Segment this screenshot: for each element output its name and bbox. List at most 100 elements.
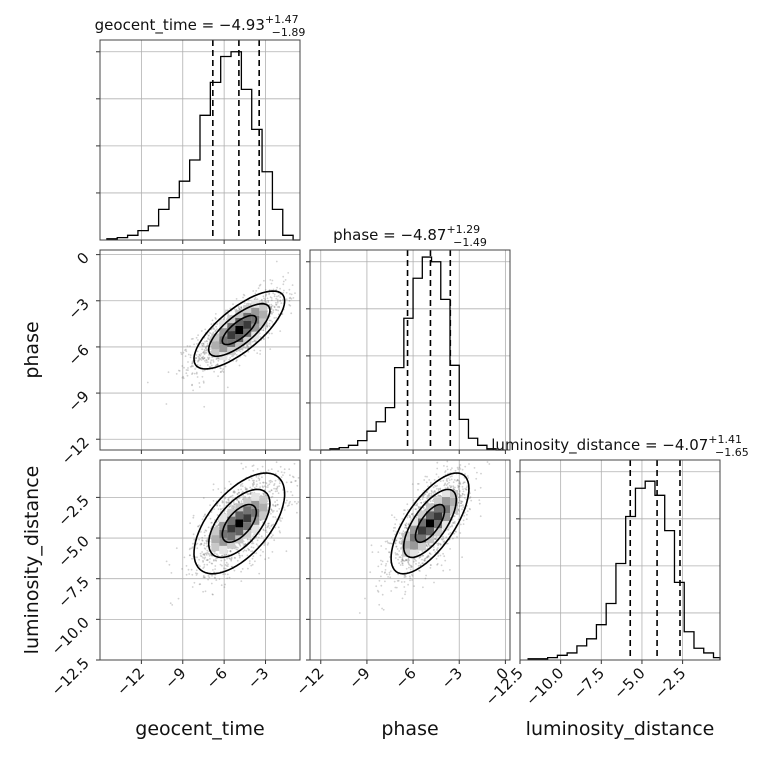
scatter-point — [228, 557, 231, 560]
scatter-point — [244, 488, 247, 490]
scatter-point — [212, 327, 215, 330]
x-tick-label-luminosity_distance-4: −2.5 — [651, 664, 689, 702]
scatter-point — [206, 563, 209, 566]
scatter-point — [461, 468, 464, 471]
scatter-point — [287, 272, 290, 274]
scatter-point — [196, 376, 199, 378]
scatter-point — [252, 485, 254, 487]
scatter-point — [446, 483, 449, 485]
scatter-point — [291, 503, 293, 506]
scatter-point — [208, 354, 211, 357]
scatter-point — [264, 298, 266, 301]
scatter-point — [286, 505, 289, 507]
scatter-point — [425, 556, 428, 559]
density-cell — [235, 519, 244, 528]
scatter-point — [239, 545, 242, 547]
contour-level-2 — [402, 488, 458, 559]
scatter-point — [413, 585, 415, 587]
scatter-point — [256, 483, 258, 486]
scatter-point — [411, 513, 413, 515]
scatter-point — [284, 502, 287, 504]
scatter-point — [245, 489, 248, 492]
scatter-point — [249, 538, 252, 541]
scatter-point — [418, 562, 420, 564]
scatter-point — [203, 553, 205, 556]
scatter-point — [195, 372, 198, 375]
scatter-point — [219, 508, 222, 511]
scatter-point — [203, 553, 206, 556]
scatter-point — [262, 529, 265, 532]
scatter-point — [204, 347, 207, 349]
scatter-point — [271, 551, 274, 553]
scatter-point — [238, 501, 240, 504]
scatter-point — [398, 541, 401, 544]
scatter-point — [443, 540, 446, 543]
scatter-point — [229, 483, 232, 485]
density-cell — [442, 521, 450, 530]
scatter-point — [396, 548, 399, 550]
scatter-point — [458, 466, 461, 469]
scatter-point — [192, 365, 194, 368]
scatter-point — [457, 485, 460, 488]
scatter-point — [458, 485, 460, 488]
density-cell — [434, 496, 442, 505]
scatter-point — [272, 516, 275, 518]
scatter-point — [224, 487, 226, 490]
scatter-point — [364, 597, 366, 600]
scatter-point — [226, 577, 229, 580]
scatter-point — [452, 537, 454, 540]
scatter-point — [416, 504, 418, 507]
scatter-point — [252, 469, 255, 472]
scatter-point — [444, 471, 446, 473]
scatter-point — [266, 297, 269, 300]
scatter-point — [238, 307, 240, 309]
scatter-point — [233, 505, 236, 508]
scatter-point — [255, 475, 258, 478]
scatter-point — [295, 502, 298, 505]
scatter-point — [243, 302, 246, 304]
scatter-point — [462, 490, 465, 493]
scatter-point — [458, 510, 461, 512]
scatter-point — [389, 542, 392, 545]
x-tick-label-luminosity_distance-2: −7.5 — [570, 664, 608, 702]
scatter-point — [238, 497, 241, 499]
scatter-point — [268, 292, 271, 295]
scatter-point — [478, 502, 481, 505]
scatter-point — [401, 562, 404, 565]
scatter-point — [386, 540, 389, 543]
scatter-point — [204, 576, 206, 579]
scatter-point — [260, 299, 263, 302]
scatter-point — [268, 480, 271, 482]
scatter-point — [434, 538, 436, 540]
scatter-point — [264, 327, 267, 330]
scatter-point — [206, 345, 209, 348]
scatter-point — [271, 279, 274, 282]
scatter-point — [395, 586, 398, 589]
scatter-point — [380, 584, 383, 587]
scatter-point — [442, 541, 445, 543]
scatter-point — [285, 550, 288, 553]
scatter-point — [191, 372, 194, 375]
scatter-point — [229, 557, 231, 560]
scatter-point — [188, 554, 191, 557]
scatter-point — [465, 518, 468, 520]
scatter-point — [198, 558, 201, 561]
scatter-point — [462, 506, 465, 508]
scatter-point — [242, 296, 245, 299]
scatter-point — [275, 297, 278, 300]
scatter-point — [426, 556, 429, 558]
scatter-point — [451, 467, 453, 469]
scatter-point — [243, 346, 246, 349]
scatter-point — [191, 361, 194, 364]
scatter-point — [277, 300, 279, 302]
scatter-point — [229, 505, 231, 508]
scatter-point — [211, 555, 214, 557]
scatter-point — [274, 516, 277, 518]
scatter-point — [436, 542, 438, 545]
scatter-point — [289, 296, 292, 299]
scatter-point — [400, 548, 402, 550]
scatter-point — [422, 494, 425, 497]
scatter-point — [258, 332, 261, 335]
scatter-point — [276, 485, 279, 488]
contour-level-2 — [207, 302, 271, 358]
